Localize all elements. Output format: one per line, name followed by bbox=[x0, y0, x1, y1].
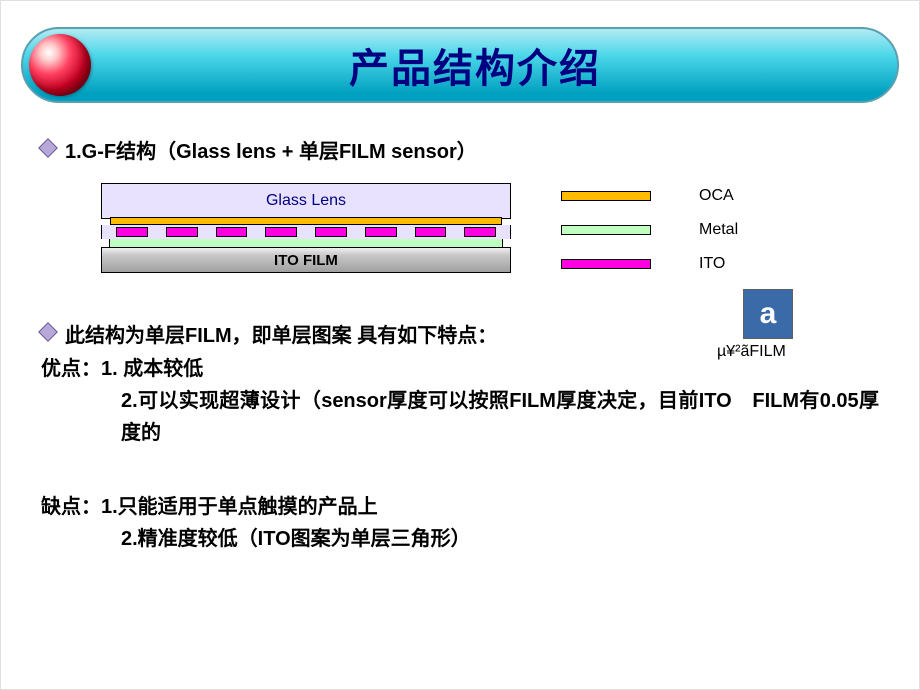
bullet-1: 1.G-F结构（Glass lens + 单层FILM sensor） bbox=[41, 135, 477, 164]
glass-label: Glass Lens bbox=[266, 192, 346, 210]
ito-segment bbox=[315, 227, 347, 237]
legend-label-metal: Metal bbox=[699, 221, 738, 239]
bullet-2: 此结构为单层FILM，即单层图案 具有如下特点： bbox=[41, 319, 497, 348]
swatch-oca bbox=[561, 191, 651, 201]
ito-segment bbox=[166, 227, 198, 237]
title-bar: 产品结构介绍 bbox=[21, 27, 899, 103]
ito-segment bbox=[265, 227, 297, 237]
ito-segment bbox=[415, 227, 447, 237]
ito-segment bbox=[365, 227, 397, 237]
ito-segment bbox=[464, 227, 496, 237]
legend-row-ito: ITO bbox=[561, 247, 861, 281]
ito-segment bbox=[216, 227, 248, 237]
legend-label-oca: OCA bbox=[699, 187, 734, 205]
swatch-ito bbox=[561, 259, 651, 269]
cons-line2: 2.精准度较低（ITO图案为单层三角形） bbox=[41, 523, 879, 555]
ito-film-layer: ITO FILM bbox=[101, 247, 511, 273]
diamond-icon bbox=[38, 138, 58, 158]
layer-diagram: Glass Lens ITO FILM bbox=[101, 183, 511, 273]
legend-label-ito: ITO bbox=[699, 255, 725, 273]
pros-line2: 2.可以实现超薄设计（sensor厚度可以按照FILM厚度决定，目前ITO FI… bbox=[41, 385, 879, 449]
sphere-icon bbox=[29, 34, 91, 96]
legend: OCA Metal ITO bbox=[561, 179, 861, 281]
cons-line1: 缺点：1.只能适用于单点触摸的产品上 bbox=[41, 491, 879, 523]
metal-strip bbox=[109, 239, 503, 247]
image-placeholder-icon: a bbox=[743, 289, 793, 339]
image-placeholder-glyph: a bbox=[760, 297, 777, 331]
pros-line1: 优点：1. 成本较低 bbox=[41, 353, 879, 385]
bullet-1-text: 1.G-F结构（Glass lens + 单层FILM sensor） bbox=[65, 135, 477, 164]
ito-film-label: ITO FILM bbox=[274, 252, 338, 269]
legend-row-metal: Metal bbox=[561, 213, 861, 247]
swatch-metal bbox=[561, 225, 651, 235]
diamond-icon bbox=[38, 322, 58, 342]
oca-strip bbox=[110, 217, 502, 225]
slide-title: 产品结构介绍 bbox=[349, 36, 601, 94]
ito-segment bbox=[116, 227, 148, 237]
bullet-2-text: 此结构为单层FILM，即单层图案 具有如下特点： bbox=[65, 319, 497, 348]
glass-layer: Glass Lens bbox=[101, 183, 511, 219]
ito-pattern-row bbox=[101, 225, 511, 239]
slide: 产品结构介绍 1.G-F结构（Glass lens + 单层FILM senso… bbox=[0, 0, 920, 690]
legend-row-oca: OCA bbox=[561, 179, 861, 213]
